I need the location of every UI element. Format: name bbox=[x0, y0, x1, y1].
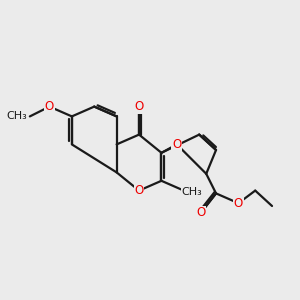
Text: O: O bbox=[172, 138, 182, 151]
Text: O: O bbox=[45, 100, 54, 113]
Text: CH₃: CH₃ bbox=[6, 111, 27, 121]
Text: O: O bbox=[134, 100, 144, 113]
Text: O: O bbox=[134, 184, 144, 197]
Text: O: O bbox=[234, 197, 243, 210]
Text: CH₃: CH₃ bbox=[181, 187, 202, 197]
Text: O: O bbox=[196, 206, 205, 220]
